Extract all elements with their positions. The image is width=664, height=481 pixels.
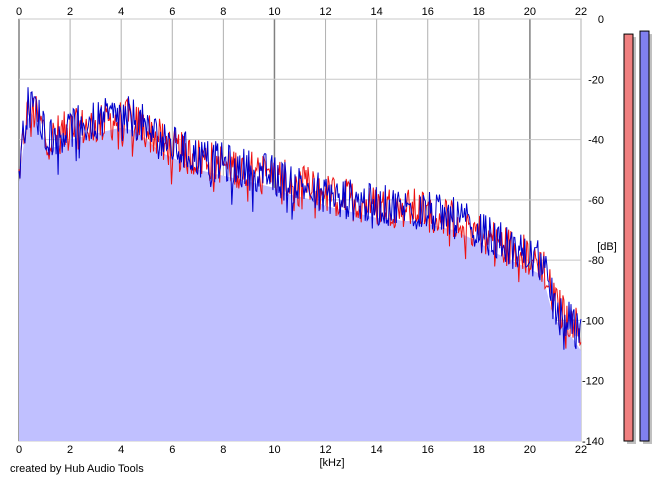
x-tick-label-top: 6 xyxy=(169,6,175,18)
x-tick-label-top: 22 xyxy=(575,6,587,18)
x-tick-label-bottom: 6 xyxy=(169,444,175,456)
x-tick-label-top: 14 xyxy=(371,6,383,18)
y-tick-label: -140 xyxy=(582,436,604,448)
x-tick-label-bottom: 0 xyxy=(16,444,22,456)
y-tick-label: -40 xyxy=(588,135,604,147)
x-tick-label-bottom: 12 xyxy=(319,444,331,456)
x-tick-label-bottom: 16 xyxy=(422,444,434,456)
y-tick-label: -20 xyxy=(588,74,604,86)
y-axis-label: [dB] xyxy=(597,241,617,253)
x-tick-label-top: 8 xyxy=(220,6,226,18)
x-tick-label-bottom: 20 xyxy=(524,444,536,456)
series-layer xyxy=(18,87,582,441)
meter-bar-r xyxy=(639,30,650,442)
series-right-line xyxy=(18,87,582,350)
spectrum-fill xyxy=(19,113,581,441)
y-tick-label: -120 xyxy=(582,376,604,388)
x-axis-label: [kHz] xyxy=(319,457,344,469)
x-tick-label-top: 20 xyxy=(524,6,536,18)
x-tick-label-bottom: 4 xyxy=(118,444,124,456)
x-tick-label-bottom: 14 xyxy=(371,444,383,456)
x-tick-label-bottom: 10 xyxy=(268,444,280,456)
x-tick-label-bottom: 2 xyxy=(67,444,73,456)
credit-text: created by Hub Audio Tools xyxy=(10,463,144,475)
y-tick-label: -80 xyxy=(588,255,604,267)
x-tick-label-top: 12 xyxy=(319,6,331,18)
y-tick-label: -100 xyxy=(582,315,604,327)
x-tick-label-top: 2 xyxy=(67,6,73,18)
x-axis-bottom-ticks: 0 2 4 6 8 10 12 14 16 18 20 22 xyxy=(16,444,587,456)
level-meters xyxy=(623,30,652,445)
x-tick-label-top: 18 xyxy=(473,6,485,18)
y-axis-ticks: 0 -20 -40 -60 -80 -100 -120 -140 xyxy=(582,14,604,448)
x-tick-label-bottom: 22 xyxy=(575,444,587,456)
x-tick-label-top: 10 xyxy=(268,6,280,18)
y-tick-label: 0 xyxy=(598,14,604,26)
x-tick-label-bottom: 18 xyxy=(473,444,485,456)
x-tick-label-bottom: 8 xyxy=(220,444,226,456)
x-tick-label-top: 4 xyxy=(118,6,124,18)
meter-bar-l xyxy=(623,33,634,442)
x-tick-label-top: 0 xyxy=(16,6,22,18)
y-tick-label: -60 xyxy=(588,195,604,207)
x-tick-label-top: 16 xyxy=(422,6,434,18)
x-axis-top-ticks: 0 2 4 6 8 10 12 14 16 18 20 22 xyxy=(16,6,587,18)
